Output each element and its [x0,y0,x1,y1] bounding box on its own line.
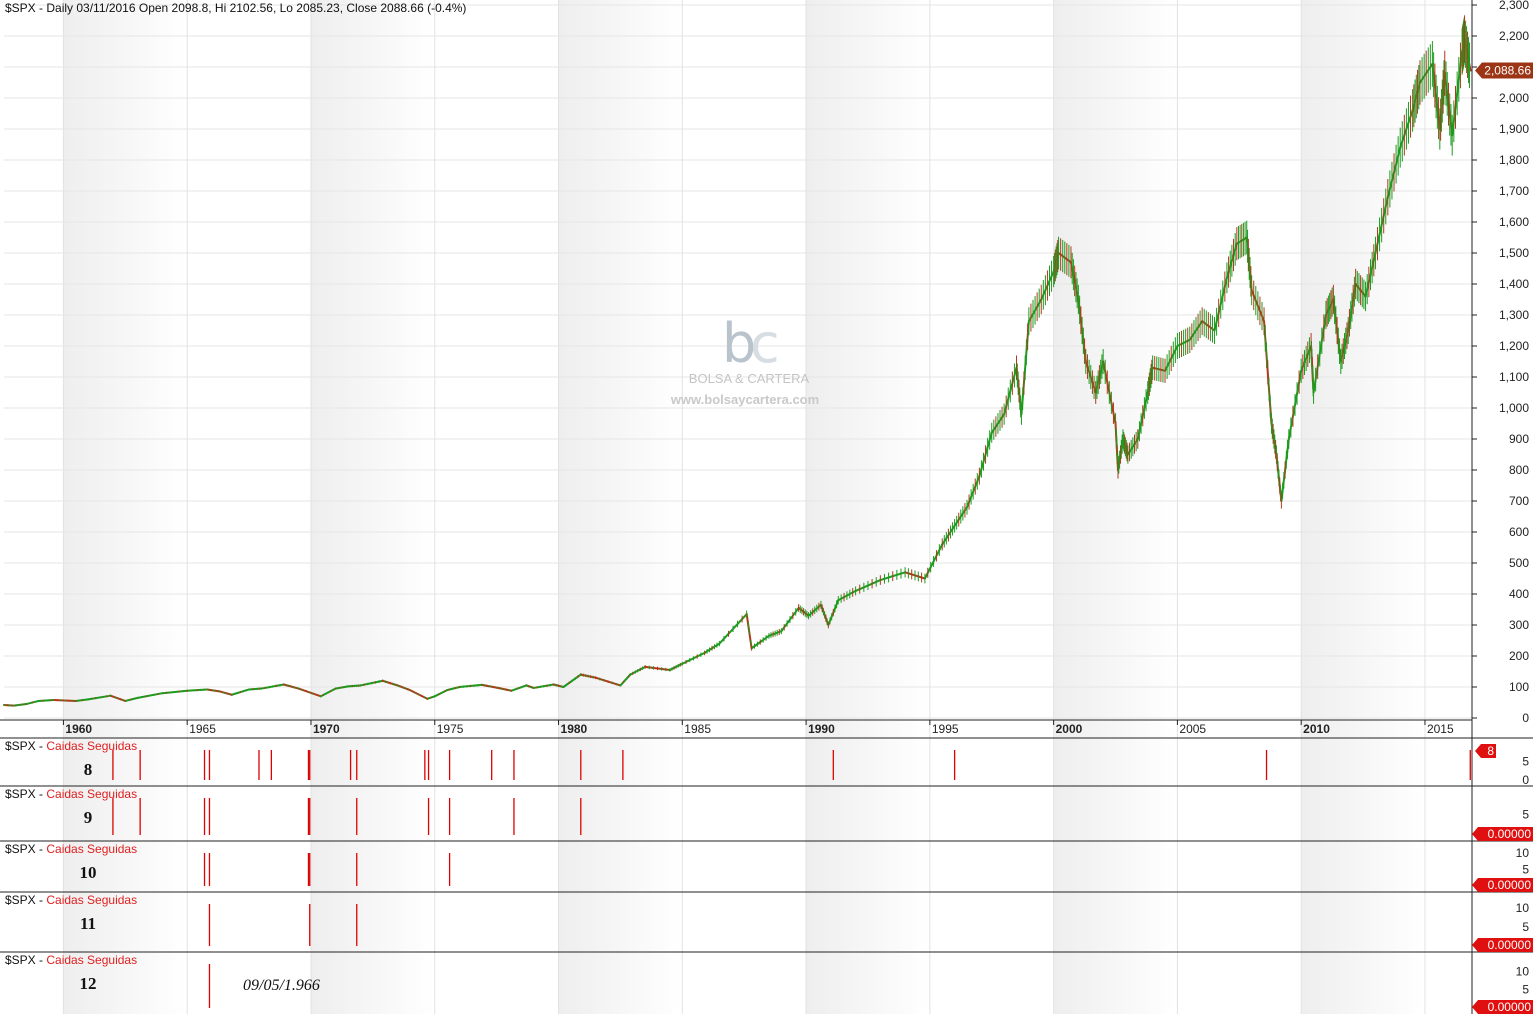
x-tick-label: 2005 [1179,722,1206,736]
y-tick-label: 1,300 [1499,308,1529,322]
watermark-name: BOLSA & CARTERA [689,371,810,386]
y-tick-label: 1,700 [1499,184,1529,198]
panel-y-tick-label: 5 [1522,983,1529,997]
panel-count-label: 11 [80,914,96,933]
panel-title-name: Caidas Seguidas [46,787,137,801]
y-tick-label: 300 [1509,618,1529,632]
watermark: b c BOLSA & CARTERA www.bolsaycartera.co… [670,312,819,407]
panel-count-label: 8 [84,760,93,779]
decade-band [310,0,435,1014]
y-tick-label: 500 [1509,556,1529,570]
y-tick-label: 700 [1509,494,1529,508]
panel-y-tick-label: 5 [1522,807,1529,821]
price-series [3,15,1472,707]
panel-title-prefix: $SPX - [5,953,46,967]
x-tick-label: 2015 [1427,722,1454,736]
y-tick-label: 2,000 [1499,91,1529,105]
y-tick-label: 1,900 [1499,122,1529,136]
decade-band [1053,0,1178,1014]
panel-last-value-tag [1472,827,1533,841]
decade-band [806,0,930,1014]
panel-y-tick-label: 0 [1522,773,1529,787]
panel-title-prefix: $SPX - [5,787,46,801]
x-tick-label: 1995 [932,722,959,736]
panel-y-tick-label: 5 [1522,754,1529,768]
panel-title-prefix: $SPX - [5,893,46,907]
panel-title-prefix: $SPX - [5,842,46,856]
panel-last-value-label: 0.00000 [1488,878,1532,892]
y-tick-label: 1,400 [1499,277,1529,291]
panel-title: $SPX - Caidas Seguidas [5,953,137,967]
x-tick-label: 1975 [437,722,464,736]
x-tick-label: 1970 [313,722,340,736]
decade-band [558,0,683,1014]
y-tick-label: 900 [1509,432,1529,446]
y-tick-label: 1,500 [1499,246,1529,260]
y-tick-label: 600 [1509,525,1529,539]
y-tick-label: 100 [1509,680,1529,694]
panel-title: $SPX - Caidas Seguidas [5,842,137,856]
panel-last-value-tag [1472,1000,1533,1014]
background-layer [63,0,1425,1014]
panel-y-tick-label: 10 [1516,964,1530,978]
panel-count-label: 9 [84,808,93,827]
panel-last-value-label: 8 [1487,744,1494,758]
watermark-url: www.bolsaycartera.com [670,392,819,407]
signal-panels: $SPX - Caidas Seguidas 8 $SPX - Caidas Seg… [5,739,1471,1008]
panel-title-name: Caidas Seguidas [46,893,137,907]
panel-count-label: 12 [80,974,97,993]
panel-last-value-tag [1472,938,1533,952]
panel-title: $SPX - Caidas Seguidas [5,739,137,753]
panel-y-tick-label: 5 [1522,920,1529,934]
panel-last-value-label: 0.00000 [1488,1000,1532,1014]
panel-last-value-tag [1472,878,1533,892]
x-tick-label: 2000 [1056,722,1083,736]
panel-y-tick-label: 5 [1522,863,1529,877]
y-tick-label: 1,100 [1499,370,1529,384]
y-tick-label: 0 [1522,711,1529,725]
x-tick-label: 1965 [189,722,216,736]
panel-title: $SPX - Caidas Seguidas [5,893,137,907]
panel-last-value-tag [1475,744,1496,758]
last-price-label: 2,088.66 [1484,64,1531,78]
panel-title-name: Caidas Seguidas [46,953,137,967]
grid-layer [4,0,1472,1014]
y-tick-label: 400 [1509,587,1529,601]
chart-title: $SPX - Daily 03/11/2016 Open 2098.8, Hi … [5,1,466,15]
panel-y-tick-label: 10 [1516,901,1530,915]
x-tick-label: 2010 [1303,722,1330,736]
x-tick-label: 1960 [65,722,92,736]
panel-y-tick-label: 10 [1516,846,1530,860]
y-tick-label: 1,600 [1499,215,1529,229]
y-tick-label: 2,300 [1499,0,1529,12]
decade-band [63,0,188,1014]
panel-title-name: Caidas Seguidas [46,842,137,856]
y-tick-label: 1,200 [1499,339,1529,353]
panel-count-label: 10 [80,863,97,882]
panel-title-prefix: $SPX - [5,739,46,753]
panel-last-value-label: 0.00000 [1488,938,1532,952]
panel-title-name: Caidas Seguidas [46,739,137,753]
x-tick-label: 1985 [684,722,711,736]
x-tick-label: 1990 [808,722,835,736]
y-tick-label: 200 [1509,649,1529,663]
panel-last-value-label: 0.00000 [1488,827,1532,841]
decade-band [1301,0,1425,1014]
x-tick-label: 1980 [561,722,588,736]
watermark-logo-b: b [722,312,756,375]
y-tick-label: 1,000 [1499,401,1529,415]
watermark-logo-c: c [750,312,780,375]
last-price-tag [1475,62,1533,79]
panel-annotation: 09/05/1.966 [243,977,320,994]
y-tick-label: 800 [1509,463,1529,477]
panel-title: $SPX - Caidas Seguidas [5,787,137,801]
y-tick-label: 1,800 [1499,153,1529,167]
y-tick-label: 2,200 [1499,29,1529,43]
